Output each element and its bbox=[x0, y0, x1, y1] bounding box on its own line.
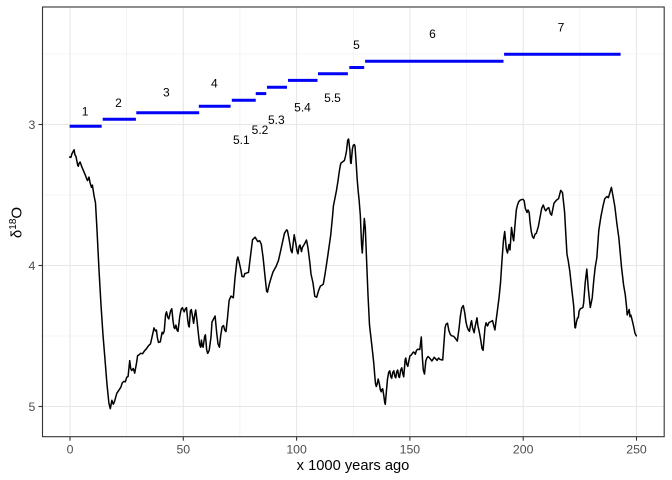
svg-text:δ18O: δ18O bbox=[8, 207, 26, 238]
svg-text:50: 50 bbox=[176, 442, 190, 456]
svg-text:200: 200 bbox=[513, 442, 534, 456]
svg-text:6: 6 bbox=[429, 27, 436, 41]
svg-text:150: 150 bbox=[400, 442, 421, 456]
svg-text:5: 5 bbox=[28, 400, 35, 414]
svg-text:5.3: 5.3 bbox=[268, 113, 285, 127]
svg-text:5.5: 5.5 bbox=[324, 91, 341, 105]
svg-text:100: 100 bbox=[286, 442, 307, 456]
svg-text:4: 4 bbox=[28, 259, 35, 273]
svg-text:3: 3 bbox=[163, 86, 170, 100]
svg-text:5.1: 5.1 bbox=[233, 133, 250, 147]
svg-text:250: 250 bbox=[626, 442, 647, 456]
svg-text:2: 2 bbox=[115, 96, 122, 110]
svg-text:1: 1 bbox=[82, 105, 89, 119]
svg-text:4: 4 bbox=[211, 76, 218, 90]
svg-text:5.4: 5.4 bbox=[294, 101, 311, 115]
svg-text:0: 0 bbox=[67, 442, 74, 456]
svg-text:7: 7 bbox=[558, 21, 565, 35]
svg-text:3: 3 bbox=[28, 118, 35, 132]
svg-text:x 1000 years ago: x 1000 years ago bbox=[297, 458, 410, 474]
svg-text:5.2: 5.2 bbox=[252, 123, 269, 137]
svg-text:5: 5 bbox=[353, 38, 360, 52]
